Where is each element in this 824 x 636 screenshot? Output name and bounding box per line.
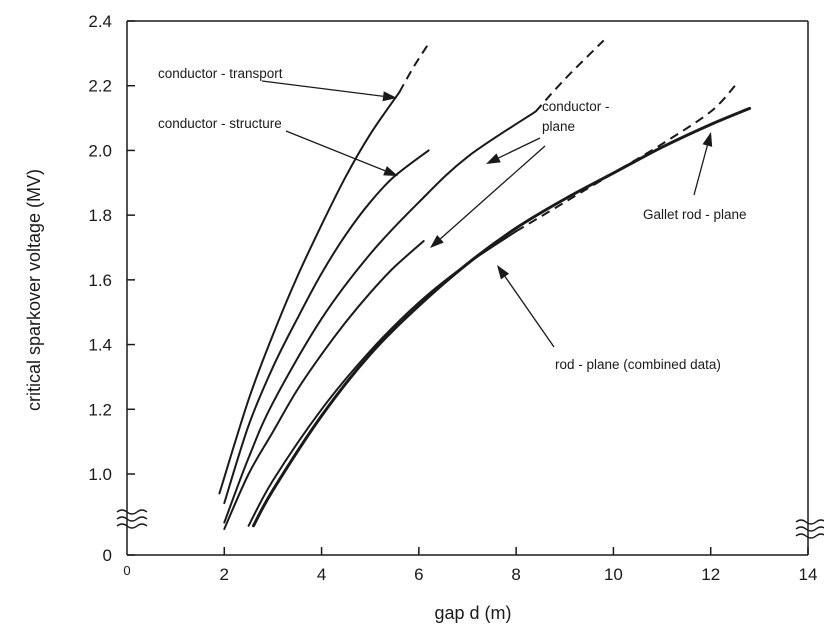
arrow-plane-upper-line (498, 137, 541, 159)
x-tick-label: 10 (604, 565, 623, 584)
y-axis-break-left-icon (116, 509, 148, 529)
y-tick-label: 2.0 (88, 141, 112, 160)
x-tick-label: 2 (220, 565, 229, 584)
x-axis-title: gap d (m) (434, 603, 511, 623)
arrow-layer (261, 80, 713, 348)
series-line-gallet-rod-plane (252, 106, 752, 528)
series-line-conductor-structure (223, 149, 430, 505)
axes (126, 20, 809, 556)
y-tick-label: 1.0 (88, 465, 112, 484)
x-tick-label: 4 (317, 565, 326, 584)
tick-layer: 2 4 6 8 10 12 14 1.0 1.2 1.4 1.6 1.8 2.0 2.2 2.4 (88, 12, 817, 584)
arrow-combined-line (504, 276, 555, 348)
y-tick-label: 1.4 (88, 336, 112, 355)
y-tick-label: 1.2 (88, 400, 112, 419)
arrow-gallet-line (693, 145, 708, 196)
arrow-plane-lower-line (440, 145, 546, 240)
curve-layer (218, 39, 752, 530)
y-axis-break-right-icon (795, 519, 824, 539)
y-axis-title: critical sparkover voltage (MV) (24, 169, 44, 411)
series-extrapolation-conductor-transport (398, 43, 430, 93)
series-line-conductor-transport (218, 91, 401, 495)
arrow-plane-upper-head-icon (486, 153, 501, 164)
annotation-conductor-plane-line1: conductor - (542, 99, 610, 114)
x-tick-label: 8 (511, 565, 520, 584)
y-tick-label: 2.2 (88, 77, 112, 96)
y-tick-label: 2.4 (88, 12, 112, 31)
series-line-conductor-plane-upper (223, 110, 537, 524)
arrow-structure-head-icon (383, 166, 398, 176)
annotation-rod-plane-combined: rod - plane (combined data) (555, 357, 721, 372)
arrow-transport-line (261, 80, 384, 97)
series-line-conductor-plane-lower (223, 240, 425, 530)
y-tick-label: 1.6 (88, 271, 112, 290)
arrow-gallet-head-icon (702, 132, 713, 147)
x-zero-label: 0 (123, 563, 130, 578)
annotation-gallet-rod-plane: Gallet rod - plane (643, 207, 747, 222)
arrow-combined-head-icon (497, 265, 510, 280)
arrow-structure-line (285, 130, 386, 172)
annotation-conductor-transport: conductor - transport (158, 66, 283, 81)
arrow-transport-head-icon (382, 91, 397, 102)
series-line-rod-plane-combined (247, 230, 518, 527)
y-zero-label: 0 (103, 546, 112, 565)
y-tick-label: 1.8 (88, 206, 112, 225)
x-tick-label: 14 (799, 565, 818, 584)
x-tick-label: 12 (701, 565, 720, 584)
arrow-plane-lower-head-icon (430, 234, 444, 248)
x-tick-label: 6 (414, 565, 423, 584)
annotation-conductor-plane-line2: plane (542, 119, 575, 134)
annotation-conductor-structure: conductor - structure (158, 116, 282, 131)
